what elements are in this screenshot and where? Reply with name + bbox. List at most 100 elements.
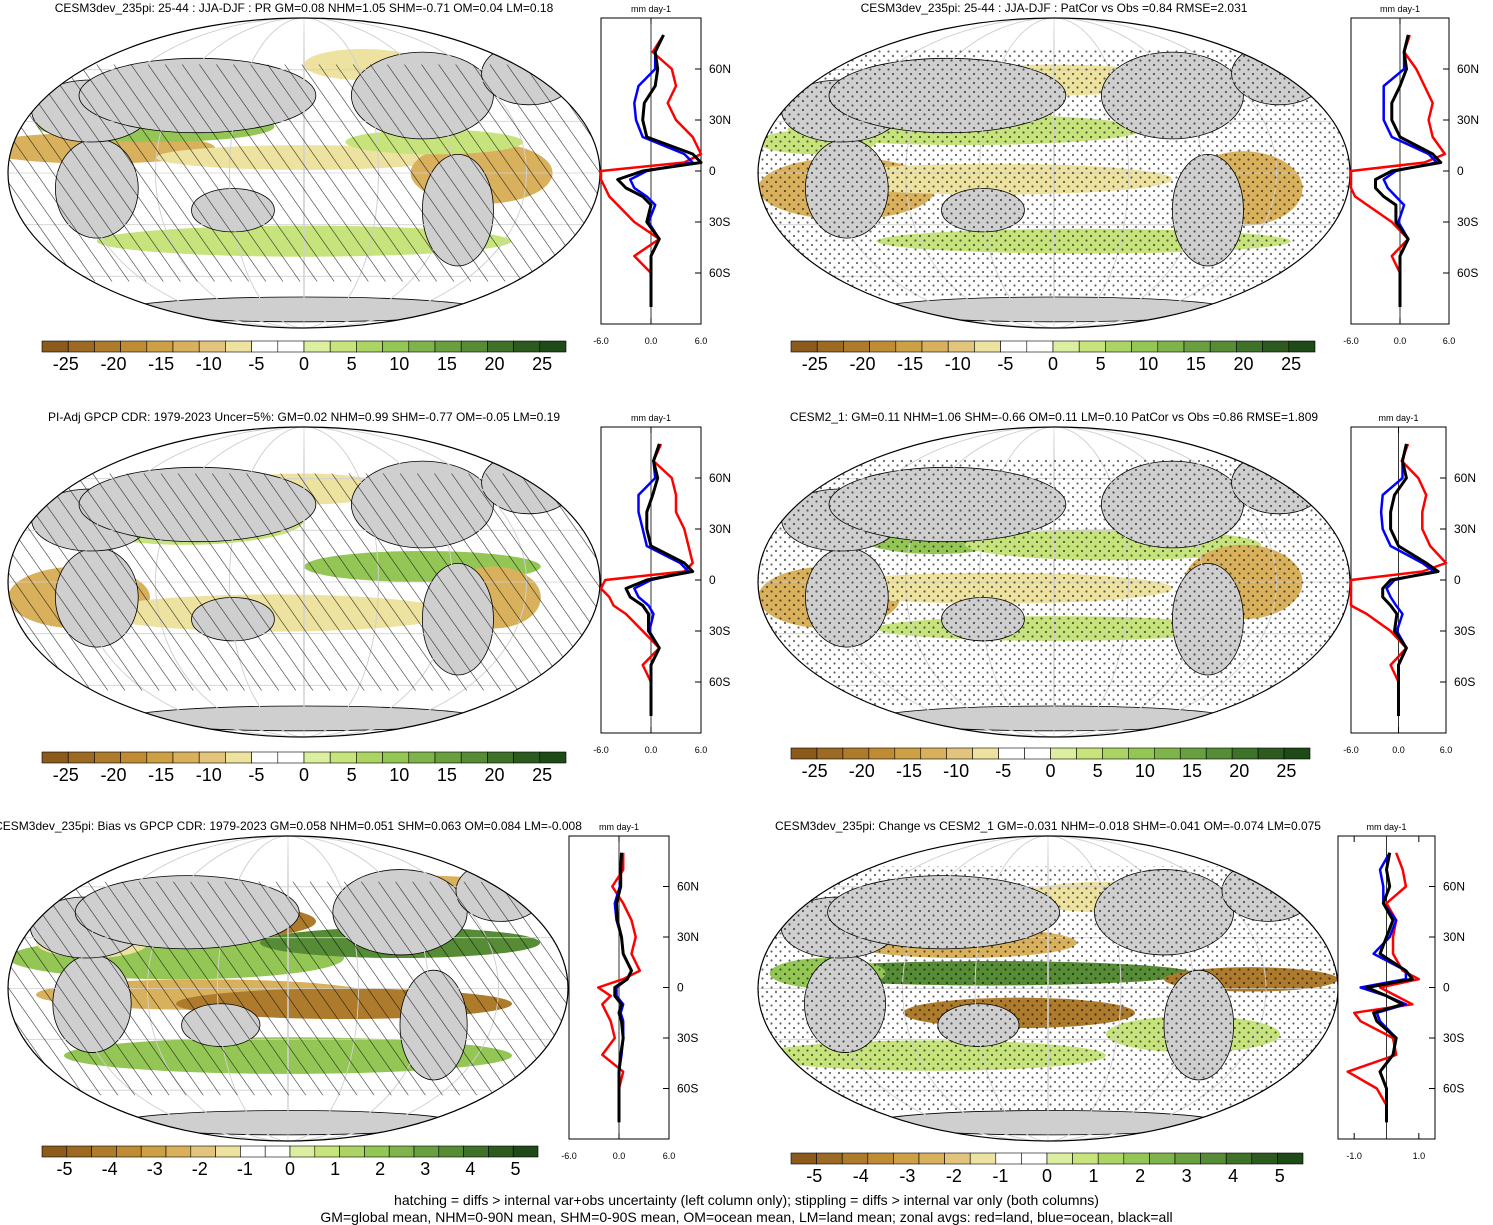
colorbar-swatch xyxy=(1102,747,1129,760)
zonal-line-all xyxy=(613,852,633,1123)
colorbar-swatch xyxy=(1288,340,1316,353)
lat-tick-label: 30N xyxy=(1443,930,1465,944)
colorbar-swatch xyxy=(869,340,897,353)
colorbar-label: 5 xyxy=(347,354,357,374)
lat-tick-label: 0 xyxy=(677,981,684,995)
colorbar-swatch xyxy=(1021,1152,1048,1165)
colorbar-swatch xyxy=(1024,747,1051,760)
zonal-units: mm day-1 xyxy=(599,822,639,832)
land-mass xyxy=(125,296,483,323)
x-tick-label: -6.0 xyxy=(1343,745,1359,755)
zonal-line-land xyxy=(1346,852,1421,1123)
colorbar-swatch xyxy=(487,751,514,764)
colorbar-label: 0 xyxy=(1045,761,1055,781)
colorbar-label: 10 xyxy=(1135,761,1155,781)
colorbar-label: 5 xyxy=(347,765,357,785)
colorbar-swatch xyxy=(1231,747,1259,760)
colorbar-swatch xyxy=(867,1152,894,1165)
colorbar-label: -15 xyxy=(148,765,174,785)
panel-title: CESM2_1: GM=0.11 NHM=1.06 SHM=-0.66 OM=0… xyxy=(790,410,1318,424)
colorbar-label: -1 xyxy=(237,1159,253,1179)
colorbar-label: -15 xyxy=(897,354,923,374)
lat-tick-label: 60N xyxy=(1443,880,1465,894)
colorbar-label: -10 xyxy=(945,354,971,374)
colorbar-swatch xyxy=(841,1152,869,1165)
colorbar-label: 5 xyxy=(1096,354,1106,374)
lat-tick-label: 0 xyxy=(1457,164,1464,178)
colorbar-label: 2 xyxy=(375,1159,385,1179)
stippling xyxy=(758,458,1350,706)
colorbar-swatch xyxy=(94,340,121,353)
colorbar-label: 25 xyxy=(1276,761,1296,781)
colorbar-label: 5 xyxy=(510,1159,520,1179)
colorbar-swatch xyxy=(539,340,567,353)
zonal-mean-panel: mm day-1 60N 30N 0 30S 60S -6.0 0.0 6.0 xyxy=(561,822,699,1161)
colorbar-swatch xyxy=(198,751,226,764)
colorbar-label: -10 xyxy=(943,761,969,781)
map-border xyxy=(7,835,569,1142)
colorbar-swatch xyxy=(91,1145,117,1158)
colorbar-swatch xyxy=(225,751,252,764)
colorbar-swatch xyxy=(172,751,200,764)
x-tick-label: 6.0 xyxy=(695,336,708,346)
panel-title: CESM3dev_235pi: 25-44 : JJA-DJF : PR GM=… xyxy=(55,1,554,15)
colorbar-swatch xyxy=(843,340,870,353)
colorbar-swatch xyxy=(1262,340,1290,353)
colorbar-label: 15 xyxy=(437,765,457,785)
colorbar: -25 -20 -15 -10 -5 0 5 10 15 20 25 xyxy=(41,751,567,785)
colorbar-swatch xyxy=(513,751,541,764)
colorbar-swatch xyxy=(1283,747,1311,760)
x-tick-label: 0.0 xyxy=(1394,336,1407,346)
panel-title: CESM3dev_235pi: 25-44 : JJA-DJF : PatCor… xyxy=(861,1,1248,15)
colorbar-swatch xyxy=(140,1145,167,1158)
colorbar-label: 0 xyxy=(299,354,309,374)
colorbar-label: -25 xyxy=(802,761,828,781)
panel-4: CESM2_1: GM=0.11 NHM=1.06 SHM=-0.66 OM=0… xyxy=(757,410,1476,781)
colorbar-swatch xyxy=(41,751,69,764)
colorbar-label: 2 xyxy=(1135,1166,1145,1186)
colorbar-swatch xyxy=(67,751,95,764)
x-tick-label: -6.0 xyxy=(561,1151,577,1161)
colorbar-label: -25 xyxy=(53,765,79,785)
colorbar-label: 4 xyxy=(465,1159,475,1179)
colorbar-swatch xyxy=(1128,747,1155,760)
colorbar-swatch xyxy=(972,747,999,760)
colorbar-swatch xyxy=(146,751,174,764)
colorbar-label: -4 xyxy=(853,1166,869,1186)
colorbar-label: -20 xyxy=(849,354,875,374)
lat-tick-label: 60S xyxy=(1443,1082,1464,1096)
colorbar-swatch xyxy=(1257,747,1285,760)
colorbar-swatch xyxy=(408,340,436,353)
colorbar-swatch xyxy=(539,751,567,764)
colorbar-swatch xyxy=(251,340,279,353)
lat-tick-label: 60S xyxy=(677,1082,698,1096)
lat-tick-label: 30N xyxy=(709,522,731,536)
colorbar: -25 -20 -15 -10 -5 0 5 10 15 20 25 xyxy=(790,747,1311,781)
footnote-line-2: GM=global mean, NHM=0-90N mean, SHM=0-90… xyxy=(320,1209,1173,1225)
colorbar-label: 5 xyxy=(1093,761,1103,781)
colorbar-label: 1 xyxy=(330,1159,340,1179)
colorbar-label: 0 xyxy=(299,765,309,785)
lat-tick-label: 60N xyxy=(1457,62,1479,76)
colorbar: -25 -20 -15 -10 -5 0 5 10 15 20 25 xyxy=(41,340,567,374)
colorbar-label: -3 xyxy=(147,1159,163,1179)
hatching xyxy=(8,64,600,282)
lat-tick-label: 30S xyxy=(1443,1031,1464,1045)
colorbar-swatch xyxy=(921,340,949,353)
colorbar-swatch xyxy=(1200,1152,1227,1165)
colorbar-label: -15 xyxy=(896,761,922,781)
colorbar-swatch xyxy=(1123,1152,1150,1165)
x-tick-label: 0.0 xyxy=(1392,745,1405,755)
colorbar-swatch xyxy=(1157,340,1185,353)
colorbar-label: 20 xyxy=(1229,761,1249,781)
panel-3: PI-Adj GPCP CDR: 1979-2023 Uncer=5%: GM=… xyxy=(7,410,731,785)
colorbar-swatch xyxy=(816,340,844,353)
colorbar-swatch xyxy=(893,1152,920,1165)
land-mass xyxy=(125,705,483,732)
colorbar-swatch xyxy=(251,751,279,764)
lat-tick-label: 60N xyxy=(677,880,699,894)
colorbar-swatch xyxy=(289,1145,316,1158)
colorbar-swatch xyxy=(198,340,226,353)
colorbar-swatch xyxy=(41,1145,68,1158)
colorbar-label: 10 xyxy=(1138,354,1158,374)
